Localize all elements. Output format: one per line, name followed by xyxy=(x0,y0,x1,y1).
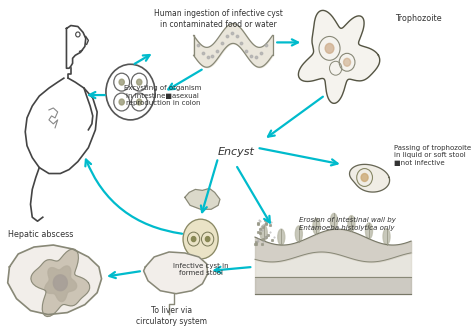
Circle shape xyxy=(119,99,124,105)
Text: Infective cyst in
formed stool: Infective cyst in formed stool xyxy=(173,263,228,277)
Ellipse shape xyxy=(330,213,337,229)
Ellipse shape xyxy=(383,229,390,245)
Ellipse shape xyxy=(365,223,373,239)
Polygon shape xyxy=(8,245,101,314)
Circle shape xyxy=(119,79,124,85)
Text: Excysting of organism
in intestine■asexual
reproduction in colon: Excysting of organism in intestine■asexu… xyxy=(124,85,201,106)
Polygon shape xyxy=(53,275,67,291)
Circle shape xyxy=(344,58,351,66)
Polygon shape xyxy=(185,189,220,209)
Polygon shape xyxy=(45,266,77,301)
Ellipse shape xyxy=(260,225,267,241)
Text: To liver via
circulatory system: To liver via circulatory system xyxy=(136,306,207,326)
Text: Human ingestion of infective cyst
in contaminated food or water: Human ingestion of infective cyst in con… xyxy=(154,9,283,30)
Polygon shape xyxy=(299,10,380,103)
Ellipse shape xyxy=(313,218,320,234)
Ellipse shape xyxy=(295,226,302,242)
Polygon shape xyxy=(31,249,90,316)
Ellipse shape xyxy=(278,229,285,245)
Circle shape xyxy=(137,99,142,105)
Circle shape xyxy=(137,79,142,85)
Circle shape xyxy=(205,237,210,242)
Circle shape xyxy=(191,237,196,242)
Circle shape xyxy=(183,219,218,259)
Polygon shape xyxy=(349,164,390,192)
Circle shape xyxy=(361,174,368,182)
Text: Erosion of intestinal wall by
Entamoeba histolytica only: Erosion of intestinal wall by Entamoeba … xyxy=(299,217,396,231)
Text: Encyst: Encyst xyxy=(217,147,254,157)
Text: Trophozoite: Trophozoite xyxy=(395,14,442,23)
Polygon shape xyxy=(144,252,208,294)
Circle shape xyxy=(325,43,334,53)
Text: Passing of trophozoite
in liquid or soft stool
■not infective: Passing of trophozoite in liquid or soft… xyxy=(393,145,471,166)
Ellipse shape xyxy=(348,215,355,231)
Text: Hepatic abscess: Hepatic abscess xyxy=(8,230,73,239)
